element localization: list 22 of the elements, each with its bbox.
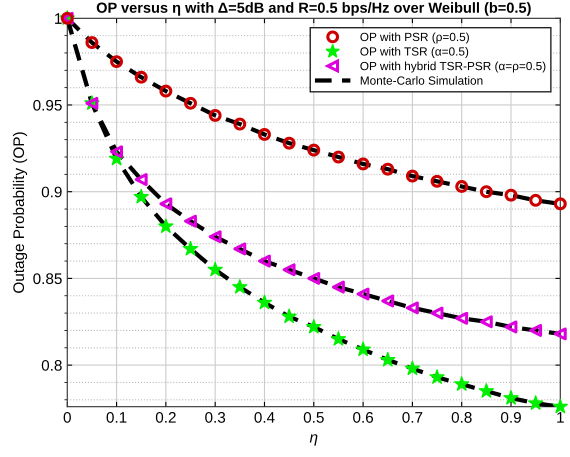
x-tick-label: 0.8 [452,412,472,423]
chart-title: OP versus η with Δ=5dB and R=0.5 bps/Hz over Weibull (b=0.5) [96,2,531,16]
x-tick-label: 0.5 [304,412,324,423]
x-tick-label: 0.9 [500,412,521,423]
y-tick-label: 0.8 [42,360,62,371]
x-tick-label: 0.6 [353,412,374,423]
y-axis-title: Outage Probability (OP) [12,132,28,293]
x-tick-label: 1 [557,412,564,423]
y-tick-label: 0.9 [42,186,62,198]
legend-label: OP with hybrid TSR-PSR (α=ρ=0.5) [360,62,546,73]
x-tick-label: 0 [64,412,71,423]
x-tick-label: 0.2 [156,412,176,423]
legend-label: OP with TSR (α=0.5) [360,46,468,58]
x-tick-label: 0.7 [402,412,422,423]
x-axis-title: η [310,434,318,446]
y-tick-label: 0.85 [33,273,62,284]
legend-label: OP with PSR (ρ=0.5) [360,32,469,44]
x-tick-label: 0.3 [205,412,226,423]
x-tick-label: 0.4 [254,412,275,423]
x-tick-label: 0.1 [106,412,126,423]
y-tick-label: 0.95 [33,100,62,111]
legend-label: Monte-Carlo Simulation [360,76,482,85]
